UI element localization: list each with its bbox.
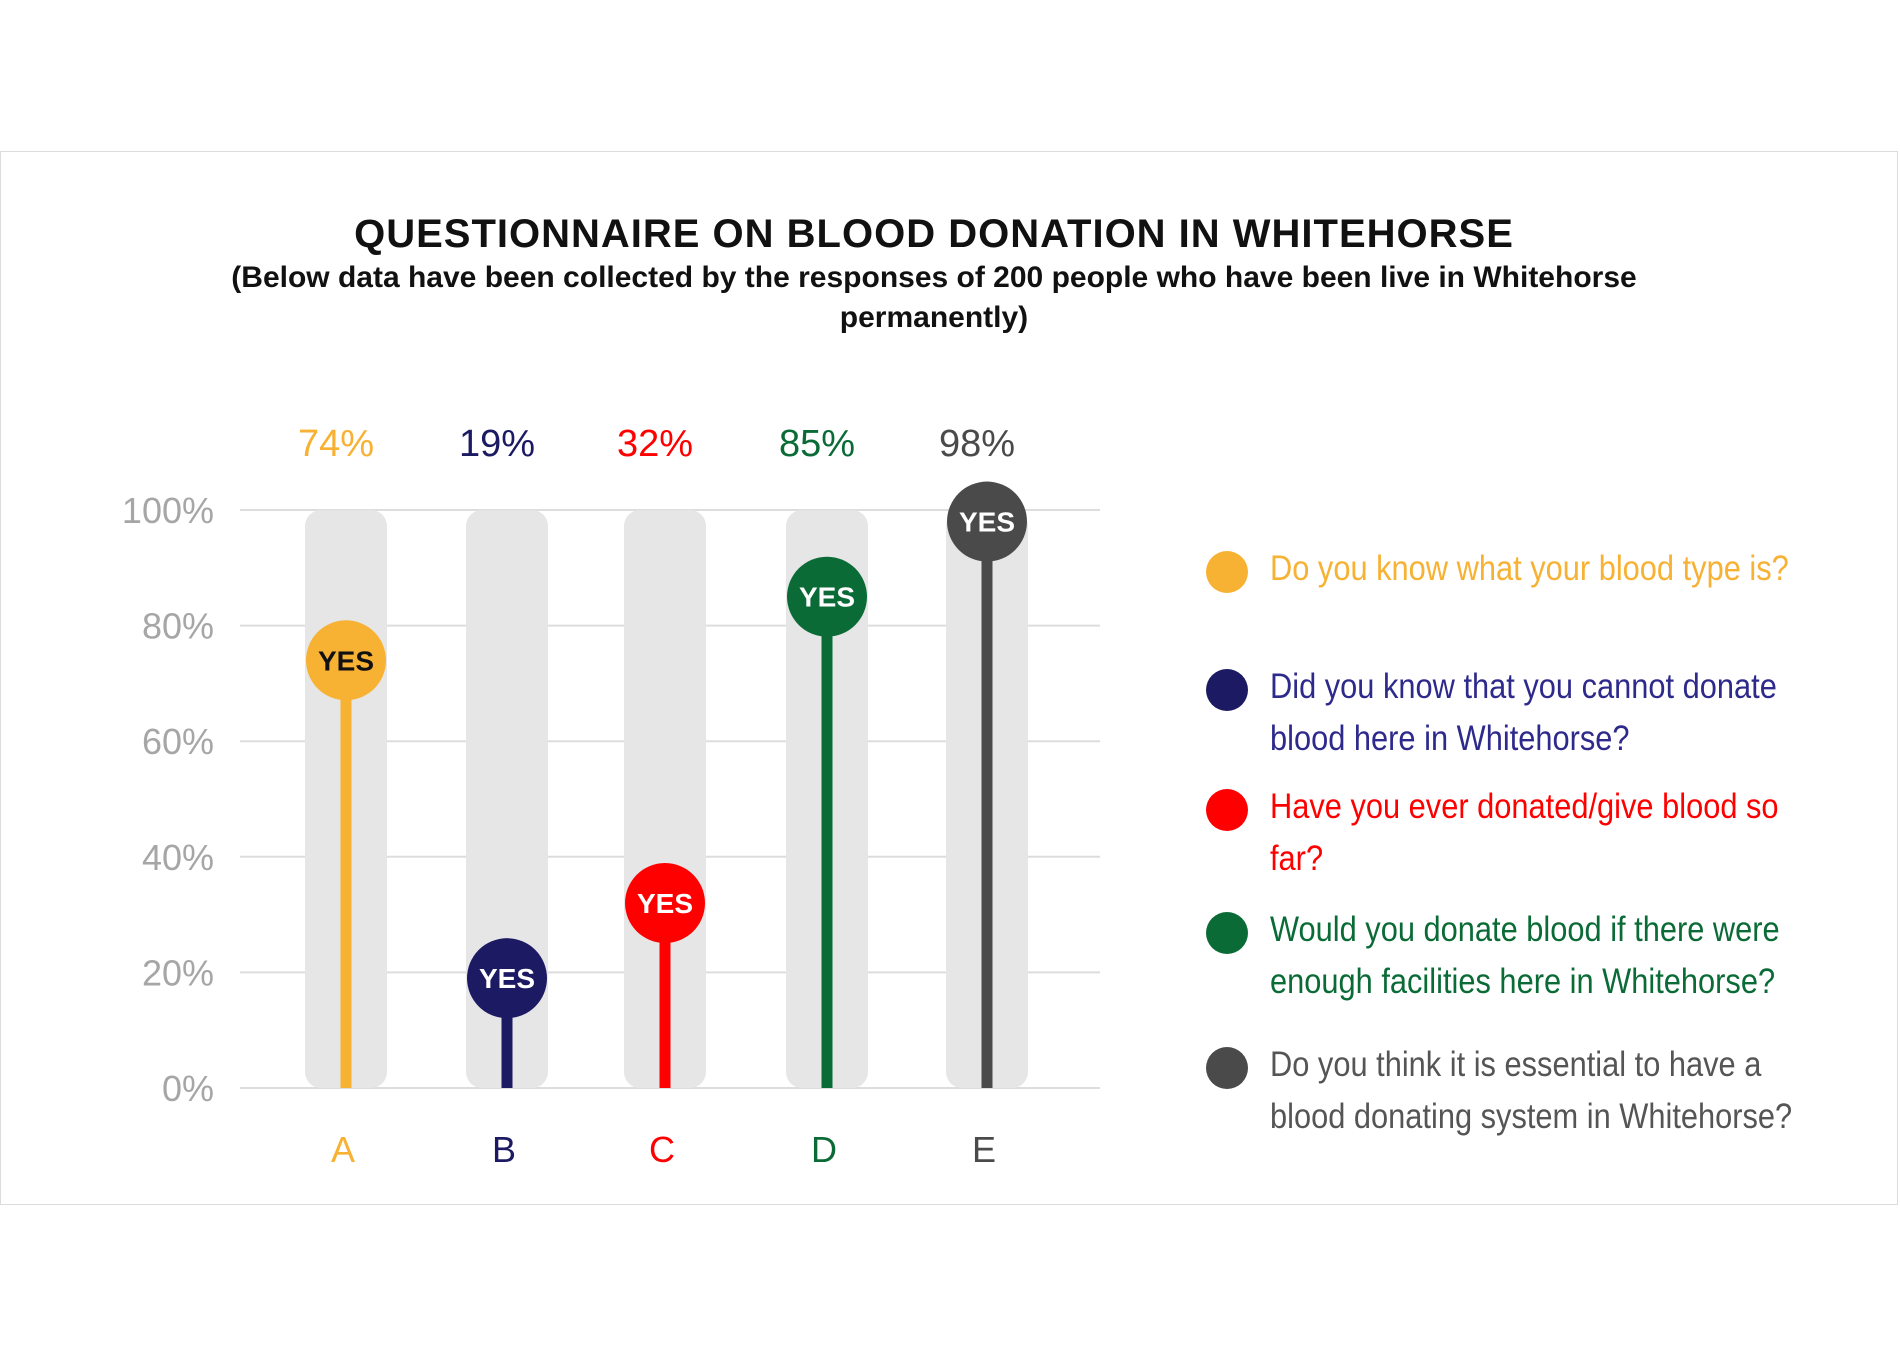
marker-label: YES (959, 507, 1015, 538)
marker-label: YES (318, 645, 374, 676)
data-label: 85% (779, 423, 855, 465)
y-tick-label: 20% (142, 952, 214, 993)
lollipop-head (625, 863, 705, 944)
x-tick-label: A (331, 1129, 355, 1170)
chart-frame (0, 151, 1898, 1205)
lollipop-head (787, 556, 867, 637)
legend-marker (1206, 551, 1248, 593)
chart-subtitle: (Below data have been collected by the r… (231, 261, 1637, 334)
legend-marker (1206, 912, 1248, 954)
marker-label: YES (799, 582, 855, 613)
data-label: 98% (939, 423, 1015, 465)
x-tick-label: D (811, 1129, 837, 1170)
marker-label: YES (479, 963, 535, 994)
y-tick-label: 40% (142, 837, 214, 878)
bar-track (624, 510, 706, 1088)
lollipop-head (306, 620, 386, 701)
bar-track (466, 510, 548, 1088)
x-tick-label: E (972, 1129, 996, 1170)
data-label: 74% (298, 423, 374, 465)
legend-label: Would you donate blood if there were eno… (1270, 910, 1780, 1001)
legend-marker (1206, 789, 1248, 831)
legend-label: Have you ever donated/give blood so far? (1270, 787, 1779, 878)
y-tick-label: 0% (162, 1068, 214, 1109)
legend-label: Do you think it is essential to have a b… (1270, 1045, 1793, 1136)
lollipop-head (947, 481, 1027, 562)
x-tick-label: C (649, 1129, 675, 1170)
chart-title: QUESTIONNAIRE ON BLOOD DONATION IN WHITE… (354, 212, 1514, 256)
legend-label: Do you know what your blood type is? (1270, 549, 1789, 588)
legend-marker (1206, 669, 1248, 711)
marker-label: YES (637, 888, 693, 919)
legend-marker (1206, 1047, 1248, 1089)
data-label: 32% (617, 423, 693, 465)
data-label: 19% (459, 423, 535, 465)
y-tick-label: 80% (142, 606, 214, 647)
y-tick-label: 60% (142, 721, 214, 762)
legend-label: Did you know that you cannot donate bloo… (1270, 667, 1777, 758)
lollipop-head (467, 938, 547, 1019)
x-tick-label: B (492, 1129, 516, 1170)
y-tick-label: 100% (122, 490, 214, 531)
